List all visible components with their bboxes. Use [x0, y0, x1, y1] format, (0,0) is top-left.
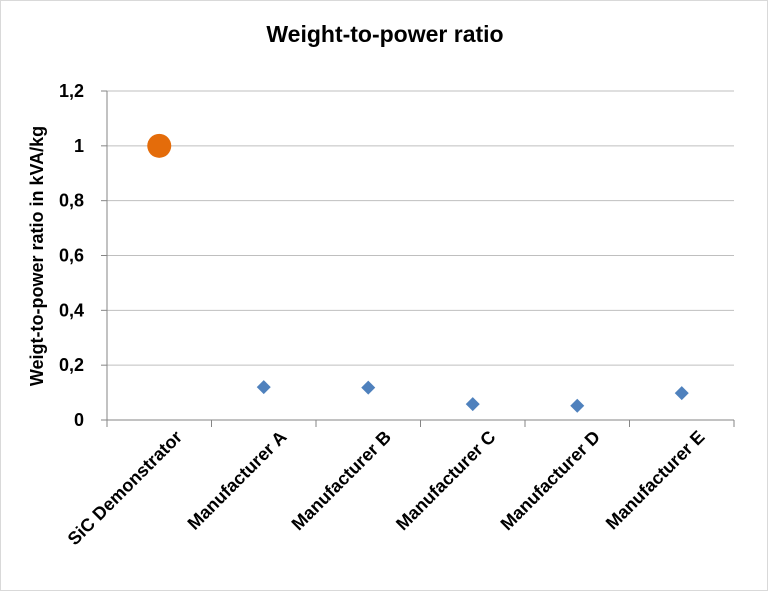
data-point-diamond [256, 380, 271, 395]
y-tick-label: 1,2 [59, 81, 84, 101]
data-point-diamond [570, 398, 585, 413]
data-point-diamond [465, 397, 480, 412]
y-tick-label: 1 [74, 136, 84, 156]
y-axis-label: Weigt-to-power ratio in kVA/kg [27, 126, 47, 386]
y-tick-label: 0,4 [59, 300, 84, 320]
x-ticks [106, 420, 735, 427]
data-point-diamond [361, 380, 376, 395]
data-point-sic-demonstrator [147, 133, 172, 158]
x-category-label: Manufacturer A [184, 427, 291, 534]
y-tick-label: 0,2 [59, 355, 84, 375]
y-tick-labels: 0 0,2 0,4 0,6 0,8 1 1,2 [59, 81, 84, 430]
x-category-label: Manufacturer E [602, 427, 709, 534]
y-tick-label: 0,6 [59, 246, 84, 266]
x-category-label: Manufacturer B [288, 427, 396, 535]
data-points [147, 133, 689, 413]
x-category-label: Manufacturer C [392, 427, 500, 535]
data-point-diamond [674, 386, 689, 401]
y-tick-label: 0 [74, 410, 84, 430]
x-category-label: Manufacturer D [497, 427, 605, 535]
x-category-label: SiC Demonstrator [64, 427, 186, 549]
y-tick-label: 0,8 [59, 191, 84, 211]
chart-title: Weight-to-power ratio [266, 21, 503, 47]
y-gridlines [107, 90, 734, 366]
